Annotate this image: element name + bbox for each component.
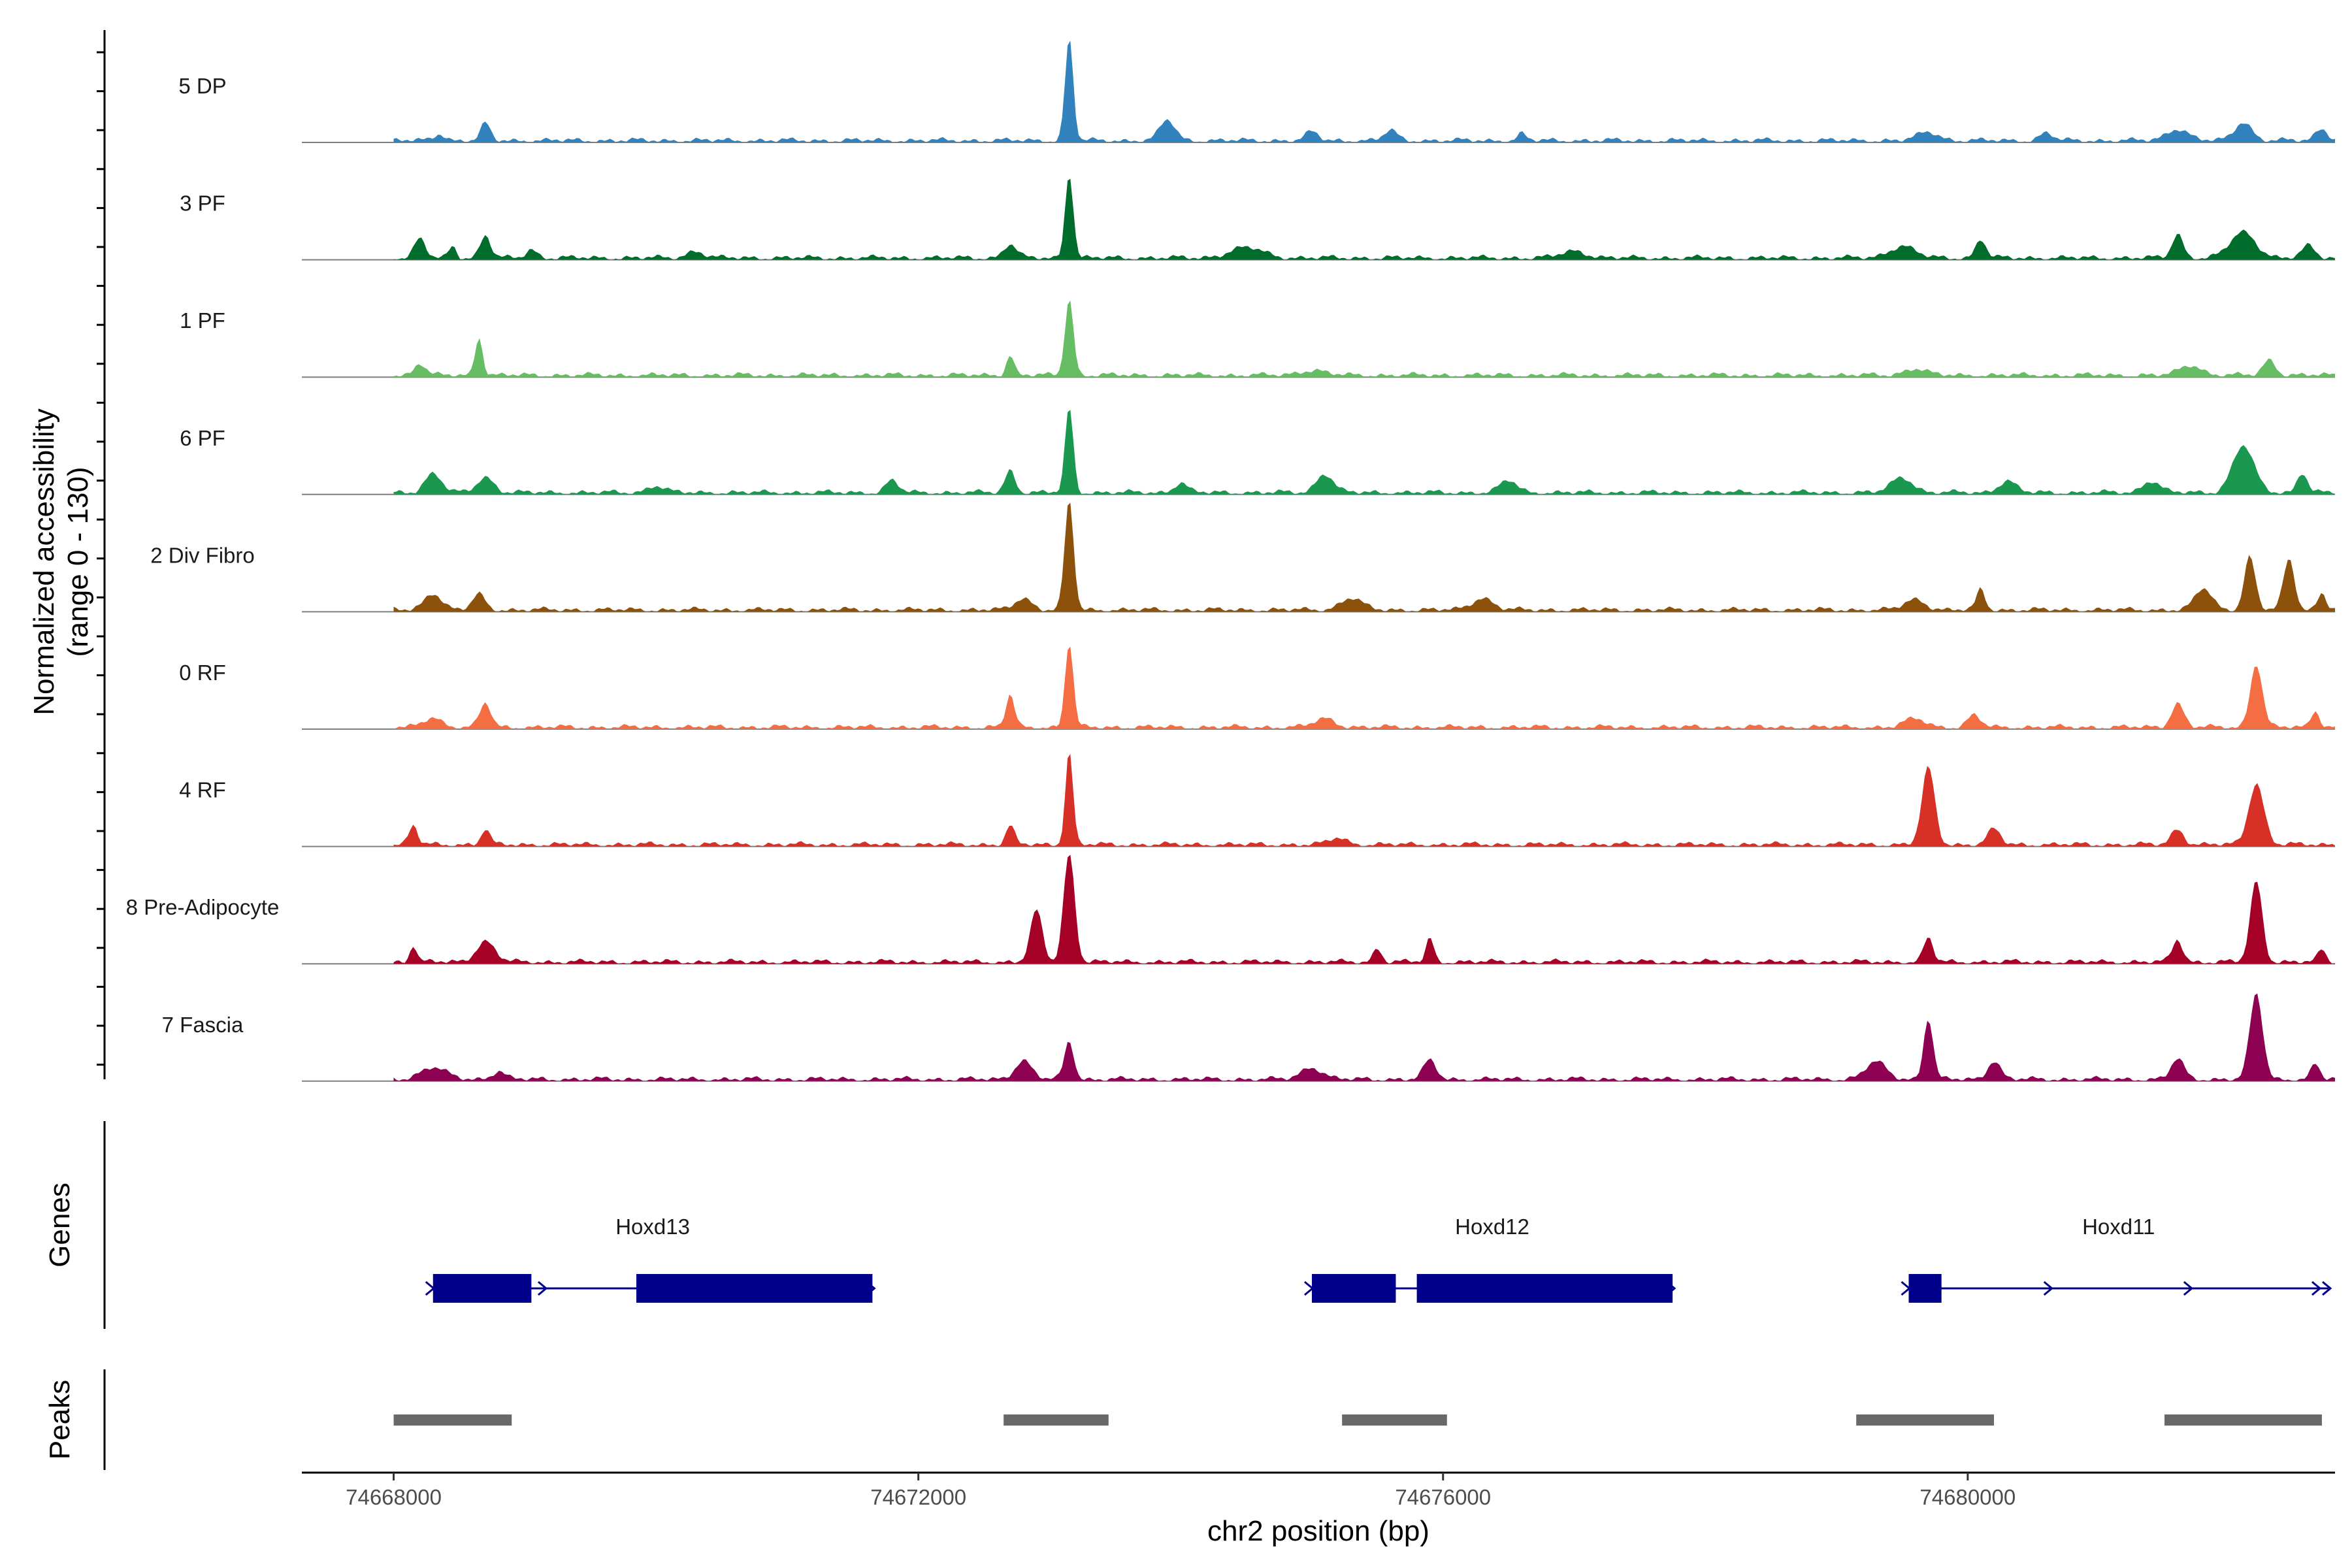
coverage-track: 3 PF (180, 178, 2335, 261)
gene-label: Hoxd11 (2082, 1215, 2155, 1239)
coverage-track: 2 Div Fibro (150, 502, 2335, 613)
coverage-track: 0 RF (179, 646, 2335, 730)
gene-exon (636, 1274, 873, 1303)
strand-arrow (2311, 1281, 2322, 1296)
strand-arrow (2043, 1281, 2053, 1296)
gene-annotations: Hoxd13 Hoxd12 Hoxd11 (425, 1215, 2332, 1303)
x-tick-label: 74668000 (346, 1485, 442, 1509)
y-axis-range: (range 0 - 130) (62, 466, 94, 657)
track-label: 2 Div Fibro (150, 543, 255, 567)
strand-arrow (2321, 1281, 2332, 1296)
peak-region (1342, 1414, 1447, 1426)
track-label: 7 Fascia (162, 1013, 244, 1037)
coverage-track: 8 Pre-Adipocyte (126, 855, 2335, 965)
peak-region (2164, 1414, 2322, 1426)
genes-panel-title: Genes (44, 1183, 76, 1267)
gene-model: Hoxd13 (425, 1215, 876, 1303)
track-label: 0 RF (179, 661, 226, 685)
x-tick-label: 74676000 (1395, 1485, 1491, 1509)
gene-label: Hoxd13 (615, 1215, 690, 1239)
coverage-track: 1 PF (180, 300, 2335, 378)
x-axis-title: chr2 position (bp) (1207, 1515, 1429, 1547)
x-tick-label: 74672000 (870, 1485, 966, 1509)
coverage-track: 4 RF (179, 754, 2335, 847)
coverage-track: 5 DP (178, 41, 2335, 143)
strand-arrow (537, 1281, 548, 1296)
track-label: 4 RF (179, 778, 226, 802)
peaks-panel-title: Peaks (44, 1380, 76, 1460)
coverage-tracks: 5 DP 3 PF 1 PF 6 PF 2 Div Fibro 0 RF 4 RF 8 Pre… (126, 41, 2335, 1082)
strand-arrow (2183, 1281, 2194, 1296)
track-label: 5 DP (178, 74, 226, 98)
track-label: 8 Pre-Adipocyte (126, 895, 280, 919)
gene-exon (433, 1274, 532, 1303)
track-label: 6 PF (180, 426, 225, 450)
gene-exon (1908, 1274, 1942, 1303)
y-axis-title: Normalized accessibility (28, 408, 60, 715)
track-label: 1 PF (180, 308, 225, 333)
peak-regions (393, 1414, 2322, 1426)
gene-exon (1416, 1274, 1673, 1303)
gene-model: Hoxd12 (1303, 1215, 1676, 1303)
x-tick-label: 74680000 (1919, 1485, 2016, 1509)
peak-region (393, 1414, 512, 1426)
peak-region (1856, 1414, 1994, 1426)
gene-model: Hoxd11 (1901, 1215, 2332, 1303)
x-axis-ticks: 74668000 74672000 74676000 74680000 (346, 1473, 2016, 1509)
coverage-track: 7 Fascia (162, 993, 2335, 1082)
peak-region (1004, 1414, 1109, 1426)
gene-exon (1311, 1274, 1396, 1303)
track-label: 3 PF (180, 191, 225, 216)
coverage-track: 6 PF (180, 410, 2335, 495)
coverage-y-ticks (97, 51, 105, 1066)
gene-label: Hoxd12 (1455, 1215, 1529, 1239)
